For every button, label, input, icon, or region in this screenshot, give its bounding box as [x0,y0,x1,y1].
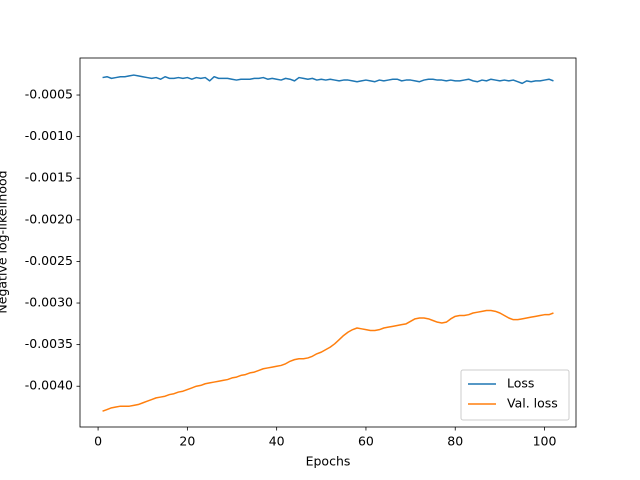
legend-label: Loss [507,376,534,391]
y-tick-label: -0.0015 [25,170,73,185]
x-tick-label: 60 [358,434,374,449]
x-tick-label: 80 [447,434,463,449]
y-tick-label: -0.0035 [25,336,73,351]
axes-frame [79,57,577,428]
legend-label: Val. loss [507,396,558,411]
y-tick-label: -0.0025 [25,253,73,268]
legend-box [460,369,570,421]
y-tick-label: -0.0005 [25,87,73,102]
y-tick-label: -0.0010 [25,128,73,143]
y-tick-label: -0.0020 [25,211,73,226]
x-tick-label: 40 [269,434,285,449]
x-tick-label: 20 [179,434,195,449]
x-axis-label: Epochs [306,454,351,469]
y-axis-label: Negative log-likelihood [0,170,10,313]
y-tick-label: -0.0040 [25,378,73,393]
line-series [102,309,554,412]
line-series [102,74,554,85]
x-tick-label: 0 [94,434,102,449]
x-tick-label: 100 [533,434,557,449]
y-tick-label: -0.0030 [25,295,73,310]
